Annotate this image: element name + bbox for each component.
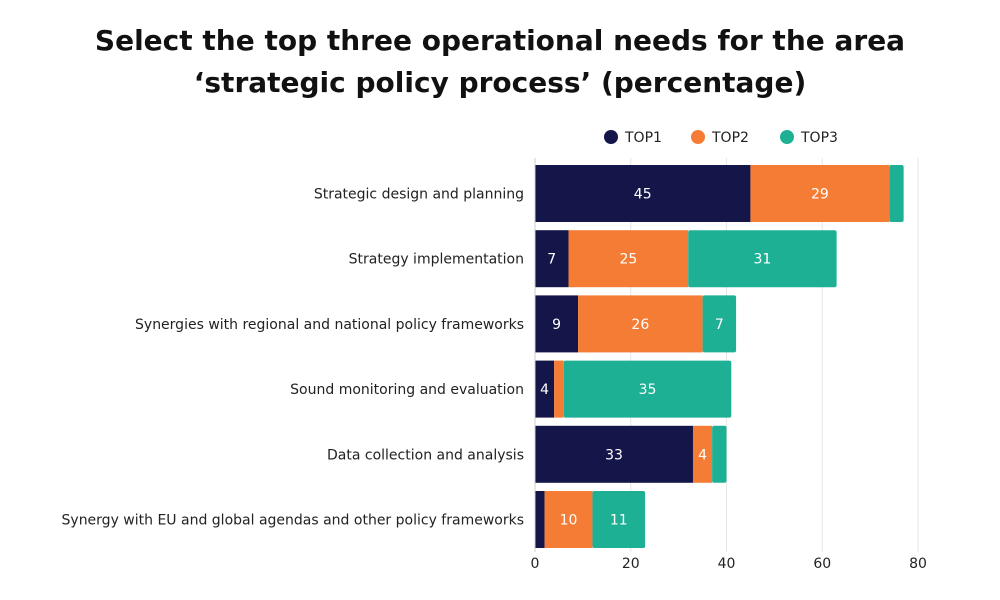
chart-title: Select the top three operational needs f…	[0, 20, 1000, 104]
data-label: 4	[540, 382, 549, 398]
bar-segment	[712, 425, 727, 483]
bar-segment	[692, 425, 713, 483]
data-label: 7	[547, 252, 556, 268]
bar-segment	[688, 230, 837, 288]
category-label: Strategy implementation	[349, 252, 524, 268]
legend-marker	[691, 130, 705, 144]
data-label: 31	[753, 252, 771, 268]
legend-label: TOP1	[624, 130, 662, 146]
legend-label: TOP2	[711, 130, 749, 146]
data-label: 11	[610, 513, 628, 529]
x-tick-label: 80	[909, 556, 927, 572]
bar-segment	[535, 491, 545, 548]
data-label: 10	[560, 513, 578, 529]
bar-segment	[578, 295, 703, 353]
bar-segment	[535, 295, 579, 353]
bar-segment	[750, 165, 890, 222]
legend-marker	[604, 130, 618, 144]
bar-segment	[889, 165, 904, 222]
data-label: 45	[634, 187, 652, 203]
bar-segment	[535, 425, 693, 483]
category-label: Strategic design and planning	[314, 187, 524, 203]
bar-segment	[554, 360, 564, 418]
bar-segment	[535, 230, 569, 288]
category-label: Data collection and analysis	[327, 447, 524, 463]
data-label: 7	[715, 317, 724, 333]
x-tick-label: 0	[531, 556, 540, 572]
bar-segment	[535, 360, 555, 418]
data-label: 33	[605, 447, 623, 463]
x-tick-label: 60	[813, 556, 831, 572]
x-tick-label: 20	[622, 556, 640, 572]
bar-segment	[544, 491, 593, 548]
legend-label: TOP3	[800, 130, 838, 146]
data-label: 9	[552, 317, 561, 333]
category-label: Synergies with regional and national pol…	[135, 317, 524, 333]
category-label: Sound monitoring and evaluation	[290, 382, 524, 398]
data-label: 26	[631, 317, 649, 333]
data-label: 4	[698, 447, 707, 463]
legend-marker	[780, 130, 794, 144]
x-tick-label: 40	[718, 556, 736, 572]
data-label: 25	[619, 252, 637, 268]
bar-segment	[535, 165, 751, 222]
chart-title-line-1: Select the top three operational needs f…	[94, 24, 906, 57]
bar-segment	[592, 491, 646, 548]
category-label: Synergy with EU and global agendas and o…	[62, 513, 524, 529]
chart-title-line-2: ‘strategic policy process’ (percentage)	[193, 66, 807, 99]
data-label: 35	[639, 382, 657, 398]
data-label: 29	[811, 187, 829, 203]
bar-segment	[702, 295, 737, 353]
bar-segment	[563, 360, 732, 418]
bar-segment	[568, 230, 689, 288]
